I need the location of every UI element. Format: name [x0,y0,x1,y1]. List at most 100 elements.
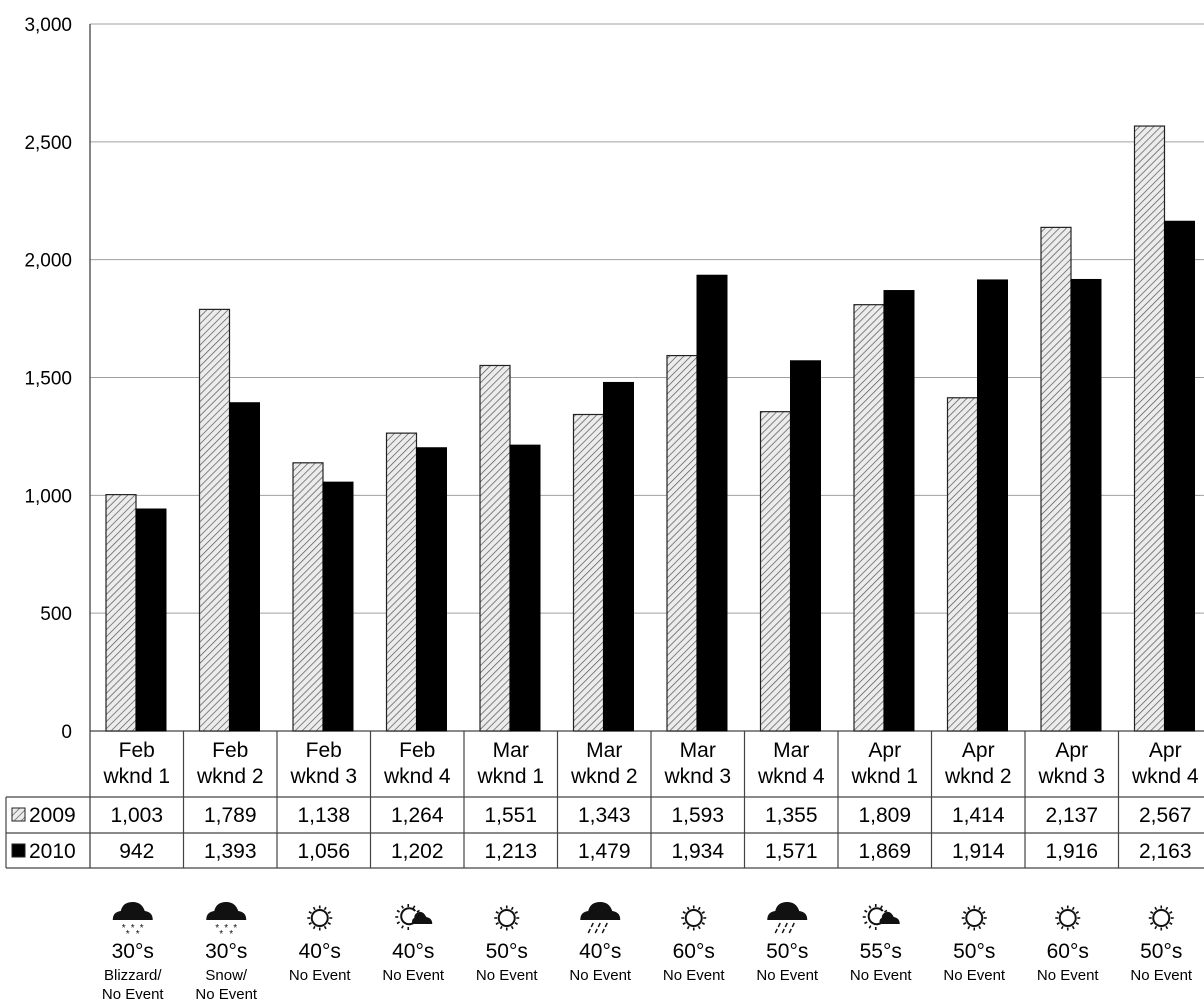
sun-ray [697,906,701,911]
category-label-weekend: wknd 4 [383,765,451,788]
snowflake: * [136,929,140,940]
event-label: No Event [476,967,539,984]
bar-2009 [853,304,885,732]
category-label-month: Mar [773,739,809,762]
temperature-label: 30°s [205,940,247,963]
bar-2010 [696,274,728,732]
snowflake: * [131,923,135,934]
sun-ray [1071,906,1075,911]
sun-ray [510,925,514,930]
data-label: 1,551 [484,804,537,827]
sun-ray [1150,911,1154,914]
sun-ray [308,922,312,925]
bar-2010 [135,508,167,732]
sun-ray [697,925,701,930]
temperature-label: 40°s [392,940,434,963]
y-axis: 0 500 1,000 1,500 2,000 2,500 3,000 [24,15,91,868]
sun-ray [1165,925,1169,930]
category-label-month: Feb [212,739,248,762]
bar-2010 [977,279,1008,732]
category-label-month: Feb [306,739,342,762]
sun-icon [961,905,987,931]
sun-ray [323,925,327,930]
sun-ray [327,911,331,914]
sun-ray [510,906,514,911]
category-label-weekend: wknd 4 [1131,765,1199,788]
event-label: No Event [289,967,352,984]
bar-2010 [416,447,447,732]
event-label: No Event [1037,967,1100,984]
bars [105,125,1195,732]
category-label-weekend: wknd 2 [570,765,638,788]
y-tick-label: 0 [61,722,72,743]
sun-ray [1154,925,1158,930]
category-label-weekend: wknd 3 [1037,765,1105,788]
sun-ray [401,925,404,929]
event-label: No Event [1130,967,1193,984]
temperature-label: 50°s [766,940,808,963]
bar-2009 [479,364,511,732]
bar-2010 [883,290,915,732]
series-name: 2010 [29,840,76,863]
category-label-month: Mar [586,739,622,762]
sun-ray [1165,906,1169,911]
cloud-shape [412,911,433,924]
data-label: 1,414 [952,804,1005,827]
event-label: No Event [102,986,165,1003]
raindrop [594,928,598,934]
sun-ray [963,911,967,914]
sun-ray [308,911,312,914]
snow-cloud-icon: * * ** * [206,902,247,940]
sun-ray [312,906,316,911]
sun-ray [416,909,420,913]
category-label-month: Apr [1149,739,1182,762]
category-label-month: Apr [962,739,995,762]
category-label-weekend: wknd 1 [102,765,170,788]
cloud-shape [879,911,900,924]
sun-ray [412,905,416,909]
sun-ray [495,922,499,925]
raindrop [601,928,605,934]
data-label: 1,343 [578,804,631,827]
bar-2010 [322,481,354,732]
sun-ray [1075,911,1079,914]
sun-ray [967,906,971,911]
snowflake: * [122,923,126,934]
data-label: 1,593 [671,804,724,827]
data-label: 1,393 [204,840,257,863]
event-label: No Event [943,967,1006,984]
sun-icon [494,905,520,931]
snowflake: * [140,923,144,934]
sun-icon [307,905,333,931]
sun-ray [1056,911,1060,914]
sun-ray [323,906,327,911]
data-label: 1,934 [671,840,724,863]
category-label-month: Feb [119,739,155,762]
sun-disc [684,909,703,927]
sun-ray [396,921,400,925]
bar-2009 [198,308,231,732]
sun-ray [499,925,503,930]
bar-2009 [292,462,324,732]
category-label-weekend: wknd 3 [663,765,731,788]
sun-ray [1060,925,1064,930]
category-label-weekend: wknd 1 [850,765,918,788]
sun-ray [868,925,872,929]
category-label-month: Apr [1055,739,1088,762]
raindrop [781,928,785,934]
bar-2009 [385,432,418,732]
legend-key-solid [11,843,26,858]
event-label: No Event [756,967,819,984]
series-name: 2009 [29,804,76,827]
sun-ray [978,906,982,911]
raindrop [604,922,608,928]
sun-ray [701,911,705,914]
snowflake: * [215,923,219,934]
category-label-weekend: wknd 2 [944,765,1012,788]
data-label: 1,202 [391,840,444,863]
bar-2010 [1164,220,1195,732]
sun-disc [310,909,329,927]
y-tick-label: 3,000 [24,15,72,36]
